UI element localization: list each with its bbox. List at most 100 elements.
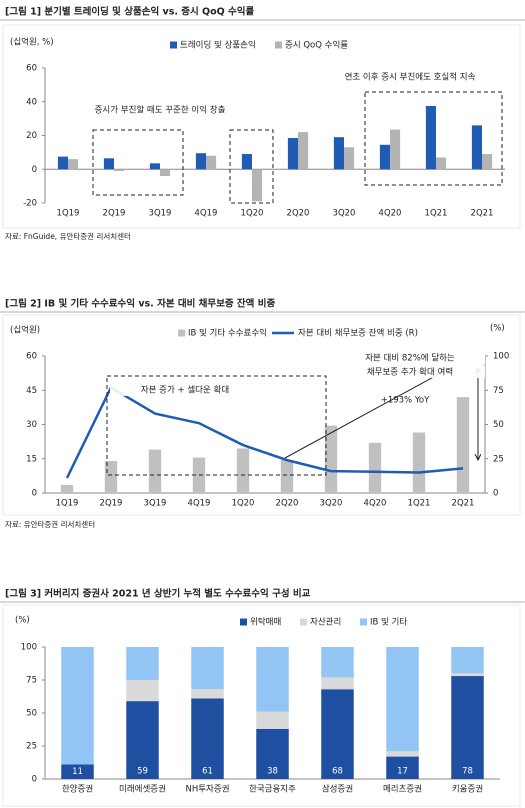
x-tick-label: 2Q20 [287,209,310,219]
y-tick-label: 40 [26,97,37,107]
y-tick-label: 25 [26,742,37,752]
y-tick-label: 45 [26,386,37,396]
data-label: 17 [397,767,408,777]
y-tick-label: 60 [26,64,37,74]
bar-segment [451,647,484,674]
data-label: 78 [462,767,473,777]
bar [425,105,436,170]
dashed-box [364,91,503,186]
x-tick-label: 한국금융지주 [249,785,296,795]
y-tick-label: 15 [26,454,37,464]
y-tick-label: 60 [26,352,37,362]
y2-tick-label: 50 [493,420,504,430]
chart-frame [2,314,521,516]
bar-segment [386,751,419,757]
data-label: 61 [202,767,213,777]
x-tick-label: 1Q21 [425,209,448,219]
bar [368,442,382,493]
x-tick-label: 4Q19 [188,499,211,509]
legend-swatch [275,41,282,49]
y-tick-label: 100 [21,643,37,653]
bar [114,169,125,171]
bar [333,137,344,170]
bar-segment [191,689,224,699]
y-tick-label: 0 [32,489,37,499]
bar-segment [191,647,224,690]
bar-segment [126,680,159,702]
bar [379,144,390,170]
x-tick-label: 3Q19 [144,499,167,509]
x-tick-label: 4Q20 [379,209,402,219]
dashed-box [92,129,184,196]
y2-axis-unit: (%) [490,324,505,334]
y-tick-label: 50 [26,709,37,719]
bar [68,159,79,170]
bar-segment [126,647,159,680]
bar [148,449,162,493]
x-tick-label: 2Q21 [452,499,475,509]
line [65,385,464,479]
x-tick-label: 1Q21 [408,499,431,509]
y-tick-label: 30 [26,420,37,430]
arrow [284,368,450,459]
bar [104,461,118,493]
chart-frame [2,604,521,807]
bar [149,163,160,170]
legend-swatch [178,329,185,337]
y-tick-label: 20 [26,131,37,141]
data-label: 38 [267,767,278,777]
bar-segment [386,647,419,752]
dashed-box [106,375,327,476]
bar [390,129,401,170]
legend-label: IB 및 기타 수수료수익 [188,328,267,339]
bar [60,485,74,493]
y2-tick-label: 0 [493,489,498,499]
source-note: 자료: FnGuide, 유안타증권 리서치센터 [5,231,131,241]
data-label: 11 [72,767,83,777]
legend-label: 자산관리 [310,617,341,628]
x-tick-label: 1Q19 [56,499,79,509]
x-tick-label: 4Q19 [195,209,218,219]
y-tick-label: 0 [32,165,37,175]
annotation: +193% YoY [381,396,430,406]
x-tick-label: 2Q19 [100,499,123,509]
x-tick-label: 2Q19 [103,209,126,219]
bar [298,132,309,170]
bar-segment [321,677,354,690]
annotation: 자본 증가 + 셀다운 확대 [141,385,229,396]
x-tick-label: 한양증권 [62,784,93,795]
legend-swatch [170,41,177,49]
source-note: 자료: 유안타증권 리서치센터 [5,519,95,529]
annotation-bg [85,104,235,116]
y-tick-label: -20 [23,199,37,209]
legend-label: IB 및 기타 [370,617,407,628]
annotation: 자본 대비 82%에 달하는 [365,353,455,364]
annotation-bg [335,366,485,378]
legend-label: 위탁매매 [250,617,281,628]
bar [482,154,493,170]
bar [241,154,252,170]
annotation-bg [335,352,485,364]
legend-label: 자본 대비 채무보증 잔액 비중 (R) [298,328,418,339]
bar [324,425,338,493]
bar-segment [256,647,289,712]
x-tick-label: 키움증권 [452,784,483,795]
y2-tick-label: 75 [493,386,504,396]
bar [236,448,250,493]
x-tick-label: 1Q20 [241,209,264,219]
chart-frame [2,24,521,229]
bar [195,153,206,170]
bar-segment [451,673,484,677]
x-tick-label: 삼성증권 [322,784,353,795]
bar-segment [126,701,159,779]
bar-segment [386,756,419,779]
x-tick-label: NH투자증권 [185,784,229,795]
x-tick-label: 메리츠증권 [383,784,422,795]
legend-swatch [300,618,307,626]
chart-title: [그림 2] IB 및 기타 수수료수익 vs. 자본 대비 채무보증 잔액 비… [5,298,275,310]
annotation: 채무보증 추가 확대 여력 [367,367,453,378]
x-tick-label: 3Q20 [333,209,356,219]
bar [280,459,294,493]
bar-segment [321,647,354,678]
